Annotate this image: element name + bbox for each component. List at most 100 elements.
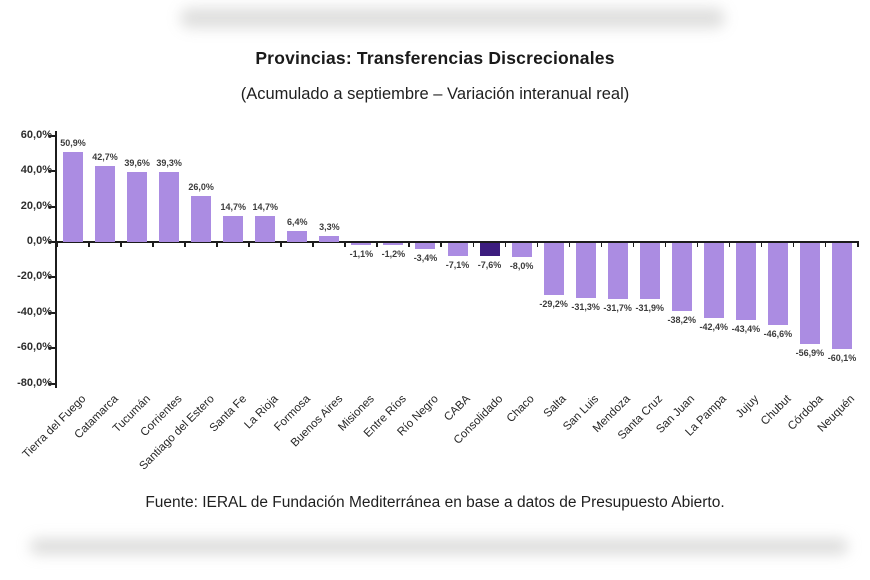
x-axis-tick (184, 243, 186, 247)
x-axis-tick (312, 243, 314, 247)
x-axis-tick (824, 243, 827, 247)
bar-value-label: -43,4% (731, 323, 761, 334)
x-axis-tick (472, 243, 475, 247)
y-axis-tick-label: 40,0% (20, 164, 52, 177)
x-axis-tick (536, 243, 539, 247)
x-axis-line (55, 241, 859, 243)
bar-value-label: -38,2% (667, 314, 697, 325)
x-axis-tick (440, 243, 442, 247)
bar[interactable] (287, 230, 308, 242)
x-axis-tick (568, 243, 571, 247)
x-axis-tick (88, 243, 90, 247)
x-axis-tick (857, 243, 859, 247)
bar-value-label: -1,2% (381, 249, 406, 260)
source-text: Fuente: IERAL de Fundación Mediterránea … (145, 494, 725, 511)
y-axis-tick (49, 170, 56, 173)
bottom-blur-artifact (30, 539, 848, 554)
bar-value-label: 39,6% (124, 157, 150, 168)
x-axis-tick (728, 243, 731, 247)
x-axis-tick (600, 243, 603, 247)
y-axis-tick-label: -60,0% (17, 341, 52, 354)
bar[interactable] (223, 215, 244, 242)
bar-value-label: -1,1% (349, 248, 374, 259)
y-axis-tick (49, 311, 56, 314)
x-axis-tick (504, 243, 507, 247)
x-axis-tick (376, 243, 378, 247)
bar[interactable] (607, 243, 628, 300)
category-label: Jujuy (733, 393, 762, 421)
x-axis-tick (760, 243, 763, 247)
bar-value-label: -56,9% (795, 347, 825, 358)
category-label: CABA (442, 393, 473, 424)
x-axis-tick (664, 243, 667, 247)
bar-value-label: 6,4% (287, 216, 308, 227)
category-label: Chaco (505, 393, 538, 425)
y-axis-tick-label: -40,0% (17, 305, 52, 318)
bar[interactable] (703, 243, 724, 319)
bar[interactable] (543, 243, 564, 295)
y-axis-tick (49, 241, 56, 243)
y-axis-tick (49, 347, 56, 350)
bar-value-label: -31,7% (603, 303, 632, 314)
y-axis-tick (49, 205, 56, 208)
bar[interactable] (767, 243, 788, 326)
x-axis-tick (792, 243, 795, 247)
bar-value-label: 14,7% (252, 201, 279, 212)
y-axis-tick (49, 134, 56, 137)
bar[interactable] (319, 236, 340, 242)
bar-value-label: -31,3% (571, 302, 600, 313)
bar-value-label: -29,2% (539, 298, 568, 309)
x-axis-tick (120, 243, 122, 247)
y-axis-tick-label: -80,0% (17, 376, 52, 389)
bar-value-label: -42,4% (699, 322, 729, 333)
y-axis-line (55, 131, 57, 388)
bar[interactable] (799, 243, 820, 344)
bar[interactable] (639, 243, 660, 300)
bar-value-label: 50,9% (60, 137, 86, 148)
bar[interactable] (383, 243, 404, 246)
x-axis-tick (632, 243, 635, 247)
bar-value-label: 26,0% (188, 181, 214, 192)
y-axis-tick-label: -20,0% (17, 270, 52, 283)
bar[interactable] (127, 171, 148, 242)
bar-value-label: 39,3% (156, 158, 182, 169)
bar[interactable] (351, 243, 372, 245)
x-axis-tick (344, 243, 346, 247)
x-axis-tick (280, 243, 282, 247)
bar[interactable] (575, 243, 596, 299)
bar[interactable] (671, 243, 692, 311)
x-axis-tick (216, 243, 218, 247)
bar-value-label: -7,1% (445, 259, 470, 270)
y-axis-tick (49, 382, 56, 385)
bar[interactable] (415, 243, 436, 250)
bar[interactable] (831, 243, 852, 350)
bar[interactable] (95, 166, 116, 242)
y-axis-tick-label: 60,0% (20, 128, 52, 141)
bar-value-label: -46,6% (763, 329, 793, 340)
bar[interactable] (159, 172, 180, 242)
bar-value-label: 42,7% (92, 152, 118, 163)
x-axis-tick (408, 243, 410, 247)
bar[interactable] (479, 243, 500, 257)
bar[interactable] (735, 243, 756, 320)
chart-subtitle: (Acumulado a septiembre – Variación inte… (240, 85, 630, 103)
bar-value-label: -3,4% (413, 253, 438, 264)
bar[interactable] (63, 151, 84, 242)
x-axis-tick (152, 243, 154, 247)
chart-title: Provincias: Transferencias Discrecionale… (255, 48, 615, 68)
y-axis-tick-label: 20,0% (20, 199, 52, 212)
y-axis-tick (49, 276, 56, 279)
x-axis-tick (696, 243, 699, 247)
y-axis-tick-label: 0,0% (26, 235, 52, 247)
top-blur-artifact (180, 8, 725, 28)
category-label: Salta (542, 393, 570, 421)
bar[interactable] (447, 243, 468, 256)
bar[interactable] (511, 243, 532, 258)
x-axis-tick (56, 243, 58, 247)
bar-value-label: 3,3% (319, 222, 340, 233)
x-axis-tick (248, 243, 250, 247)
bar[interactable] (255, 215, 276, 242)
bar[interactable] (191, 195, 212, 242)
